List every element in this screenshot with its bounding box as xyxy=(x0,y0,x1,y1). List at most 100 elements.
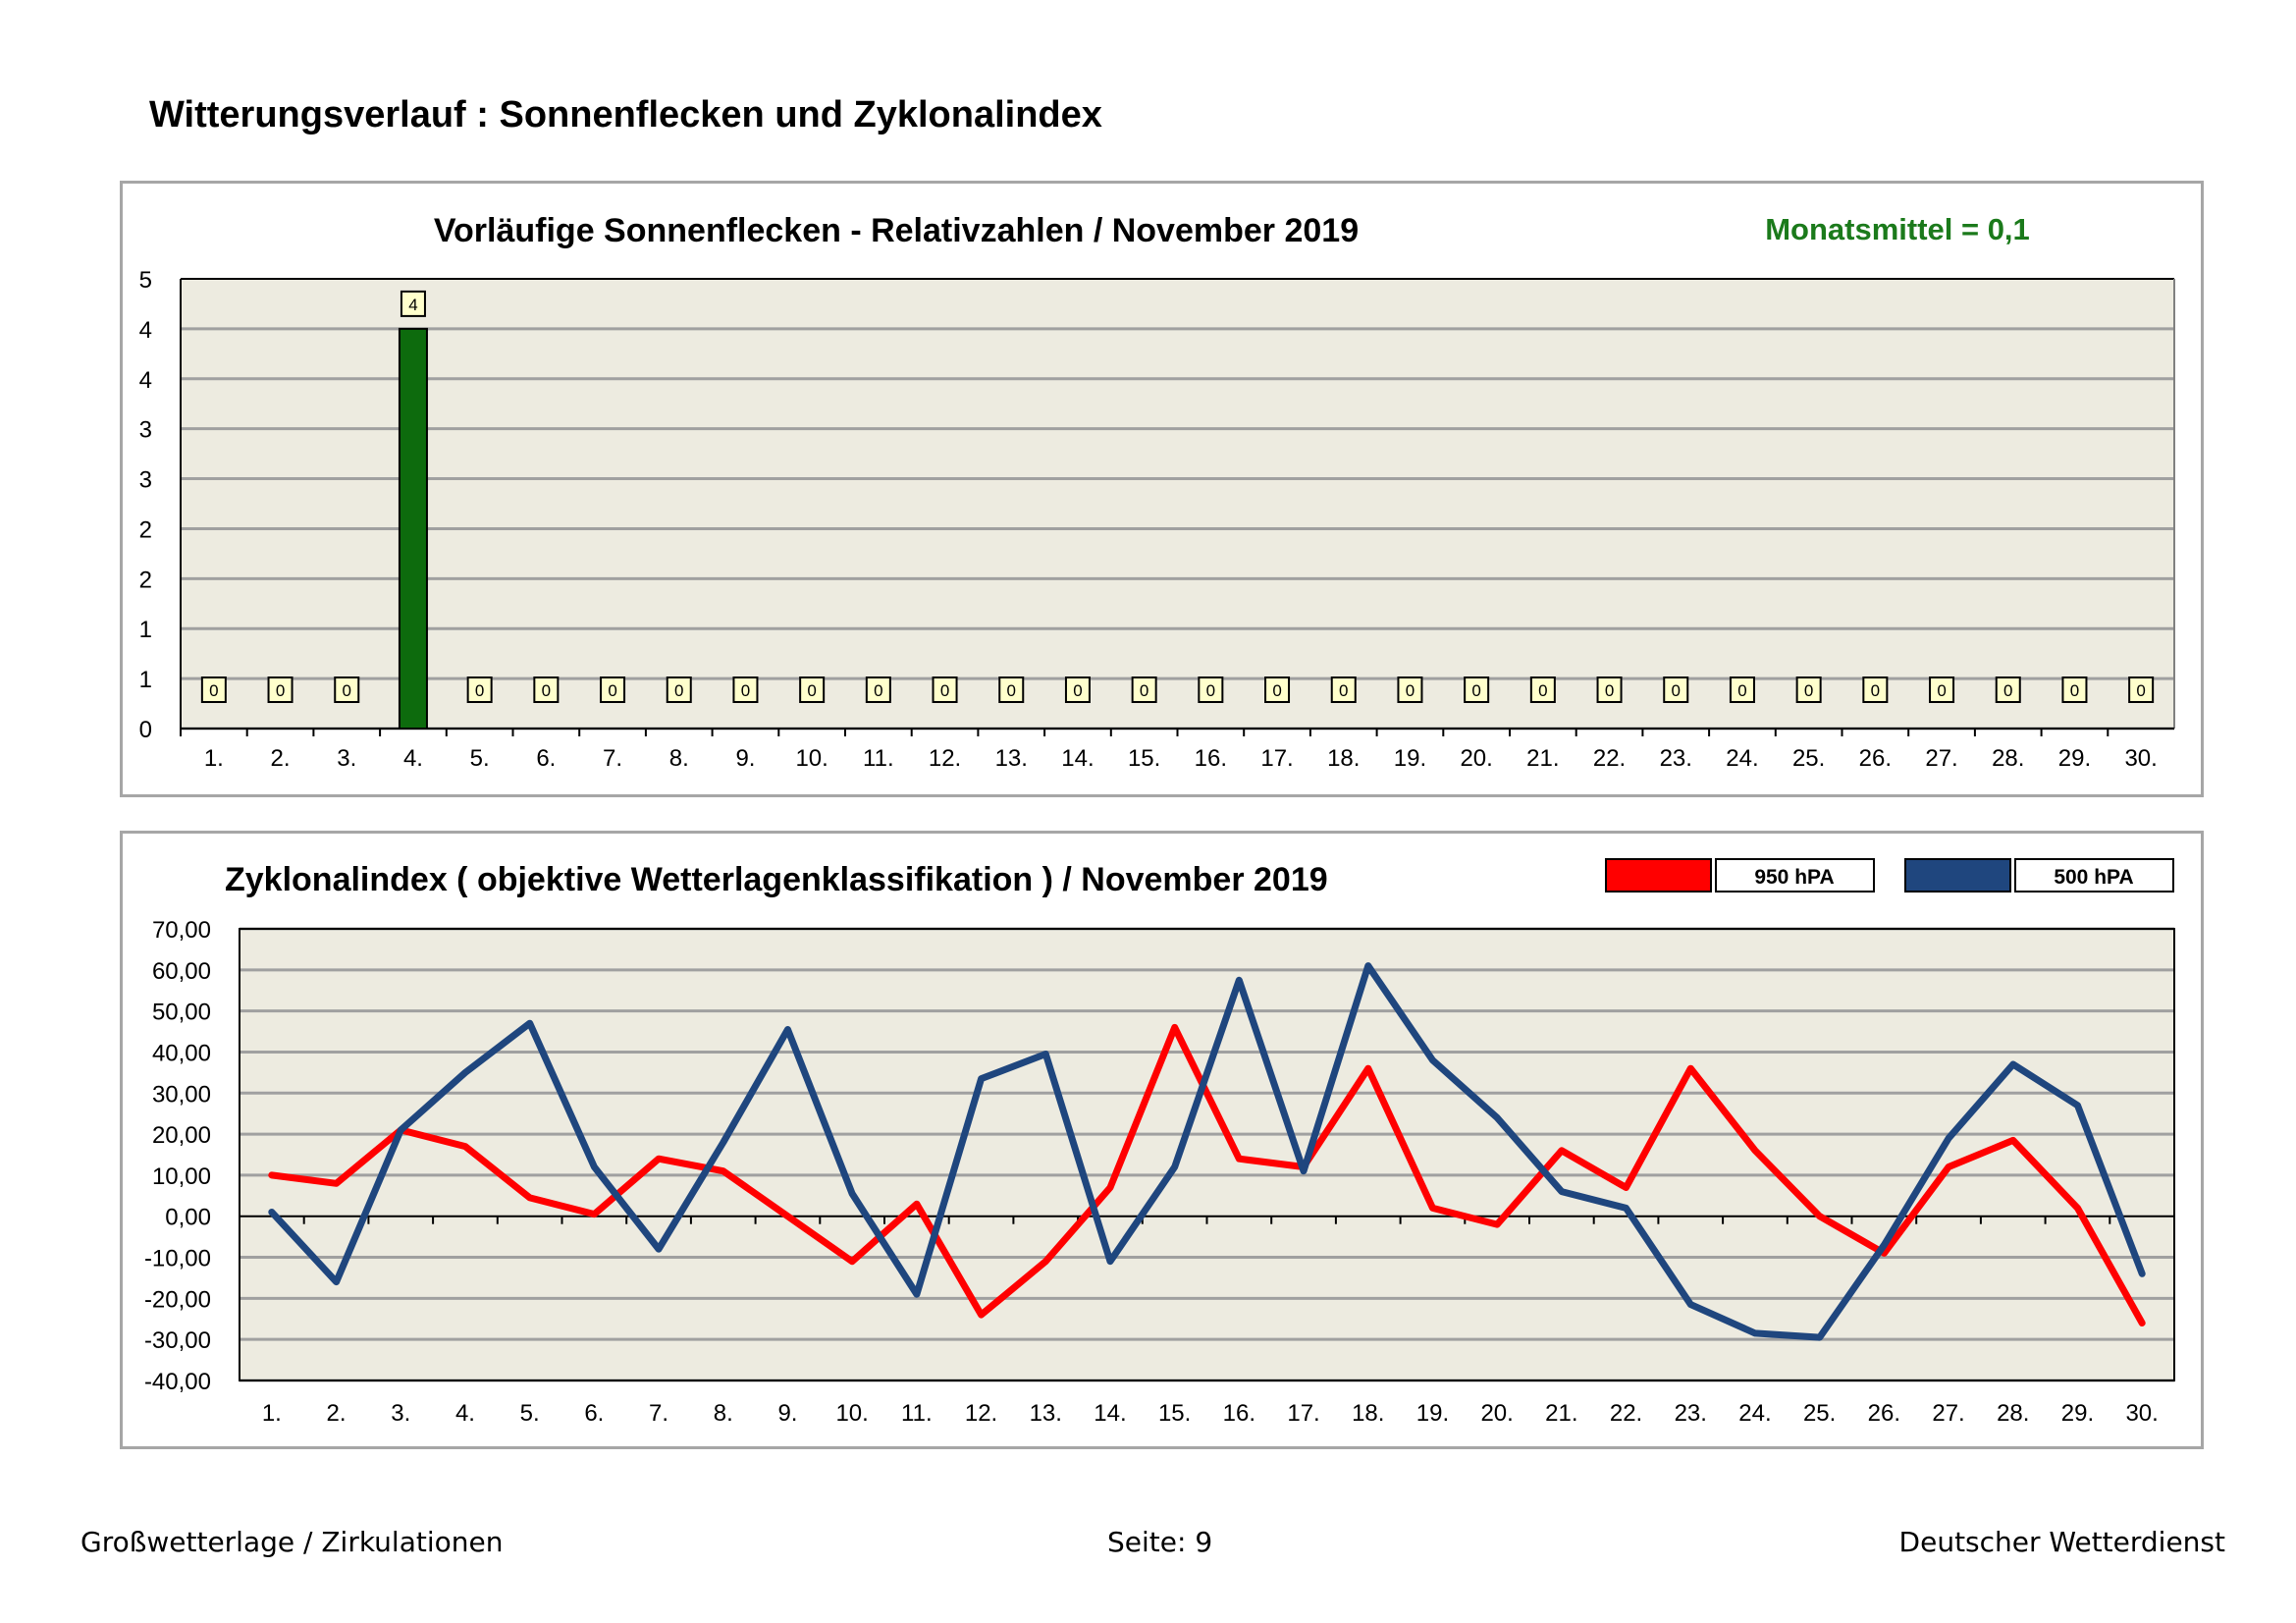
data-label: 0 xyxy=(1937,681,1946,700)
data-label: 0 xyxy=(1007,681,1016,700)
y-tick-label: 4 xyxy=(139,367,152,394)
chart-title: Zyklonalindex ( objektive Wetterlagenkla… xyxy=(225,861,1328,898)
x-tick-label: 26. xyxy=(1868,1400,1900,1427)
data-label-box xyxy=(1064,676,1091,703)
data-label-box xyxy=(1862,676,1889,703)
x-tick-label: 11. xyxy=(863,745,894,772)
bar xyxy=(398,327,428,730)
x-tick-label: 27. xyxy=(1932,1400,1964,1427)
data-label-box xyxy=(732,676,759,703)
data-label-box xyxy=(666,676,692,703)
y-tick-label: -20,00 xyxy=(144,1286,211,1313)
data-label-box xyxy=(267,676,294,703)
data-label: 0 xyxy=(807,681,816,700)
series-line-500-hpa xyxy=(268,962,2146,1341)
y-tick-label: 20,00 xyxy=(152,1122,211,1149)
data-label-box xyxy=(998,676,1025,703)
x-tick-label: 30. xyxy=(2124,745,2157,772)
data-label: 0 xyxy=(209,681,218,700)
data-label-box xyxy=(1529,676,1556,703)
x-tick-label: 7. xyxy=(649,1400,668,1427)
x-tick-label: 18. xyxy=(1327,745,1360,772)
x-tick-label: 3. xyxy=(337,745,356,772)
data-label: 0 xyxy=(1871,681,1880,700)
data-label-box xyxy=(1929,676,1955,703)
data-label-box xyxy=(1131,676,1157,703)
x-tick-label: 20. xyxy=(1480,1400,1513,1427)
data-label: 0 xyxy=(608,681,616,700)
data-label-box xyxy=(200,676,227,703)
y-tick-label: 10,00 xyxy=(152,1163,211,1190)
x-tick-label: 25. xyxy=(1803,1400,1836,1427)
data-label: 0 xyxy=(874,681,882,700)
x-tick-label: 1. xyxy=(262,1400,282,1427)
data-label: 0 xyxy=(1140,681,1148,700)
x-tick-label: 19. xyxy=(1416,1400,1449,1427)
data-label: 4 xyxy=(408,296,417,314)
y-tick-label: 3 xyxy=(139,467,152,494)
y-tick-label: 60,00 xyxy=(152,958,211,985)
y-tick-label: 30,00 xyxy=(152,1081,211,1108)
y-tick-label: 1 xyxy=(139,667,152,693)
data-label-box xyxy=(932,676,958,703)
x-tick-label: 26. xyxy=(1859,745,1892,772)
data-label-box xyxy=(2128,676,2155,703)
legend-label-box xyxy=(1715,858,1875,893)
data-label: 0 xyxy=(276,681,285,700)
x-tick-label: 28. xyxy=(1997,1400,2029,1427)
page-title: Witterungsverlauf : Sonnenflecken und Zy… xyxy=(149,94,1102,135)
data-label: 0 xyxy=(343,681,351,700)
data-label: 0 xyxy=(2003,681,2012,700)
y-tick-label: 5 xyxy=(139,267,152,294)
data-label-box xyxy=(1596,676,1623,703)
x-tick-label: 16. xyxy=(1223,1400,1255,1427)
x-tick-label: 18. xyxy=(1352,1400,1384,1427)
series-line-950-hpa xyxy=(268,1023,2146,1326)
y-tick-label: 40,00 xyxy=(152,1040,211,1066)
y-tick-label: -10,00 xyxy=(144,1246,211,1272)
y-tick-label: 1 xyxy=(139,617,152,643)
x-tick-label: 10. xyxy=(835,1400,868,1427)
data-label-box xyxy=(1264,676,1291,703)
legend-swatch xyxy=(1904,858,2011,893)
x-tick-label: 6. xyxy=(584,1400,604,1427)
plot-border xyxy=(239,928,2175,1381)
plot-area xyxy=(181,279,2174,729)
data-label: 0 xyxy=(674,681,683,700)
legend-swatch xyxy=(1605,858,1712,893)
data-label: 0 xyxy=(2070,681,2079,700)
x-tick-label: 28. xyxy=(1992,745,2024,772)
y-tick-label: 4 xyxy=(139,317,152,344)
data-label-box xyxy=(334,676,360,703)
x-tick-label: 8. xyxy=(714,1400,733,1427)
data-label-box xyxy=(1729,676,1755,703)
y-tick-label: -30,00 xyxy=(144,1327,211,1354)
x-tick-label: 22. xyxy=(1593,745,1626,772)
x-tick-label: 5. xyxy=(470,745,490,772)
data-label-box xyxy=(466,676,493,703)
x-tick-label: 19. xyxy=(1394,745,1426,772)
x-tick-label: 23. xyxy=(1675,1400,1707,1427)
x-tick-label: 16. xyxy=(1195,745,1227,772)
data-label: 0 xyxy=(1206,681,1215,700)
x-tick-label: 11. xyxy=(901,1400,933,1427)
footer-right: Deutscher Wetterdienst xyxy=(1898,1526,2225,1558)
x-tick-label: 13. xyxy=(1030,1400,1062,1427)
data-label-box xyxy=(865,676,891,703)
data-label: 0 xyxy=(1538,681,1547,700)
y-tick-label: 3 xyxy=(139,417,152,444)
data-label: 0 xyxy=(940,681,949,700)
x-tick-label: 21. xyxy=(1545,1400,1577,1427)
x-tick-label: 6. xyxy=(536,745,556,772)
data-label-box xyxy=(1330,676,1357,703)
x-tick-label: 10. xyxy=(795,745,828,772)
x-tick-label: 23. xyxy=(1660,745,1692,772)
data-label: 0 xyxy=(1406,681,1415,700)
monthly-mean-annotation: Monatsmittel = 0,1 xyxy=(1765,212,2030,246)
x-tick-label: 17. xyxy=(1260,745,1293,772)
data-label-box xyxy=(1198,676,1224,703)
x-tick-label: 4. xyxy=(455,1400,475,1427)
y-tick-label: 2 xyxy=(139,516,152,543)
data-label: 0 xyxy=(1605,681,1614,700)
x-tick-label: 30. xyxy=(2125,1400,2158,1427)
